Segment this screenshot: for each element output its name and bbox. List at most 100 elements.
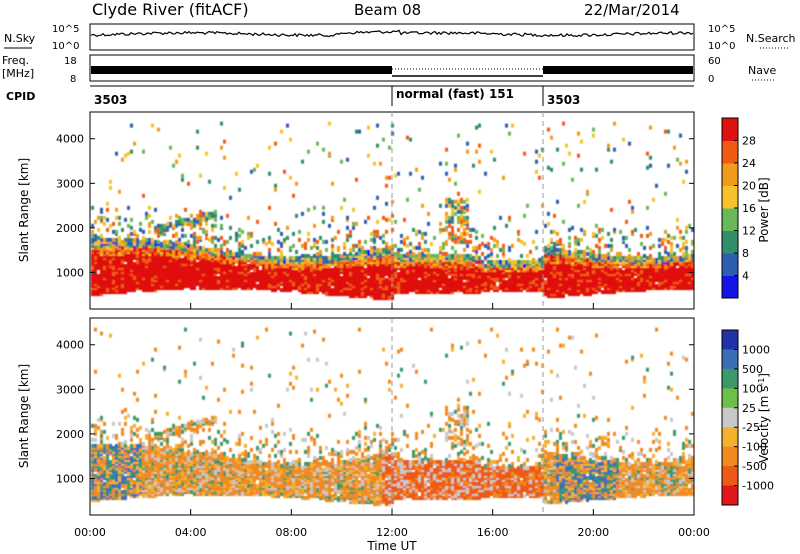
heatmap-cell [142, 237, 145, 242]
heatmap-cell [313, 259, 316, 264]
heatmap-cell [349, 272, 352, 277]
heatmap-cell [277, 276, 280, 281]
heatmap-cell [529, 249, 532, 254]
heatmap-cell [607, 147, 610, 152]
heatmap-cell [118, 443, 121, 448]
heatmap-cell [172, 251, 175, 256]
heatmap-cell [124, 237, 127, 242]
heatmap-cell [661, 274, 664, 279]
heatmap-cell [592, 133, 595, 138]
heatmap-cell [454, 235, 457, 240]
heatmap-cell [364, 282, 367, 287]
heatmap-cell [283, 268, 286, 273]
heatmap-cell [298, 255, 301, 260]
heatmap-cell [193, 263, 196, 268]
heatmap-cell [271, 288, 274, 293]
heatmap-cell [115, 270, 118, 275]
heatmap-cell [634, 282, 637, 287]
heatmap-cell [127, 472, 130, 477]
heatmap-cell [577, 263, 580, 268]
heatmap-cell [349, 294, 352, 299]
heatmap-cell [547, 259, 550, 264]
heatmap-cell [340, 268, 343, 273]
heatmap-cell [172, 241, 175, 246]
freq-right-tick-low: 0 [708, 74, 714, 85]
heatmap-cell [142, 263, 145, 268]
heatmap-cell [394, 263, 397, 268]
heatmap-cell [646, 233, 649, 238]
heatmap-cell [178, 286, 181, 291]
heatmap-cell [349, 247, 352, 252]
heatmap-cell [547, 284, 550, 289]
heatmap-cell [367, 266, 370, 271]
heatmap-cell [385, 259, 388, 264]
heatmap-cell [133, 453, 136, 458]
heatmap-cell [430, 288, 433, 293]
heatmap-cell [355, 276, 358, 281]
heatmap-cell [523, 286, 526, 291]
heatmap-cell [463, 199, 466, 204]
heatmap-cell [115, 490, 118, 495]
colorbar-swatch [722, 185, 738, 209]
heatmap-cell [526, 286, 529, 291]
heatmap-cell [490, 268, 493, 273]
heatmap-cell [151, 268, 154, 273]
heatmap-cell [535, 261, 538, 266]
heatmap-cell [361, 268, 364, 273]
heatmap-cell [328, 223, 331, 228]
heatmap-cell [136, 369, 139, 374]
heatmap-cell [181, 278, 184, 283]
heatmap-cell [304, 274, 307, 279]
heatmap-cell [160, 270, 163, 275]
heatmap-cell [154, 255, 157, 260]
heatmap-cell [130, 282, 133, 287]
heatmap-cell [481, 272, 484, 277]
heatmap-cell [661, 257, 664, 262]
heatmap-cell [658, 243, 661, 248]
heatmap-cell [400, 278, 403, 283]
heatmap-cell [361, 257, 364, 262]
heatmap-cell [370, 268, 373, 273]
heatmap-cell [571, 251, 574, 256]
heatmap-cell [229, 284, 232, 289]
heatmap-cell [211, 239, 214, 244]
heatmap-cell [349, 233, 352, 238]
heatmap-cell [385, 217, 388, 222]
heatmap-cell [265, 255, 268, 260]
heatmap-cell [139, 461, 142, 466]
heatmap-cell [157, 276, 160, 281]
heatmap-cell [298, 263, 301, 268]
heatmap-cell [556, 147, 559, 152]
heatmap-cell [568, 251, 571, 256]
heatmap-cell [319, 278, 322, 283]
heatmap-cell [577, 237, 580, 242]
heatmap-cell [127, 474, 130, 479]
heatmap-cell [454, 239, 457, 244]
heatmap-cell [151, 243, 154, 248]
heatmap-cell [517, 229, 520, 234]
heatmap-cell [475, 290, 478, 295]
heatmap-cell [103, 447, 106, 452]
heatmap-cell [229, 266, 232, 271]
heatmap-cell [607, 286, 610, 291]
heatmap-cell [118, 467, 121, 472]
heatmap-cell [343, 268, 346, 273]
heatmap-cell [154, 257, 157, 262]
heatmap-cell [103, 445, 106, 450]
heatmap-cell [421, 284, 424, 289]
heatmap-cell [442, 257, 445, 262]
heatmap-cell [310, 272, 313, 277]
heatmap-cell [373, 292, 376, 297]
heatmap-cell [385, 201, 388, 206]
heatmap-cell [229, 249, 232, 254]
heatmap-cell [574, 259, 577, 264]
heatmap-cell [367, 280, 370, 285]
heatmap-cell [658, 237, 661, 242]
heatmap-cell [487, 268, 490, 273]
heatmap-cell [118, 268, 121, 273]
heatmap-cell [406, 235, 409, 240]
heatmap-cell [652, 197, 655, 202]
heatmap-cell [457, 201, 460, 206]
heatmap-cell [361, 274, 364, 279]
heatmap-cell [607, 288, 610, 293]
